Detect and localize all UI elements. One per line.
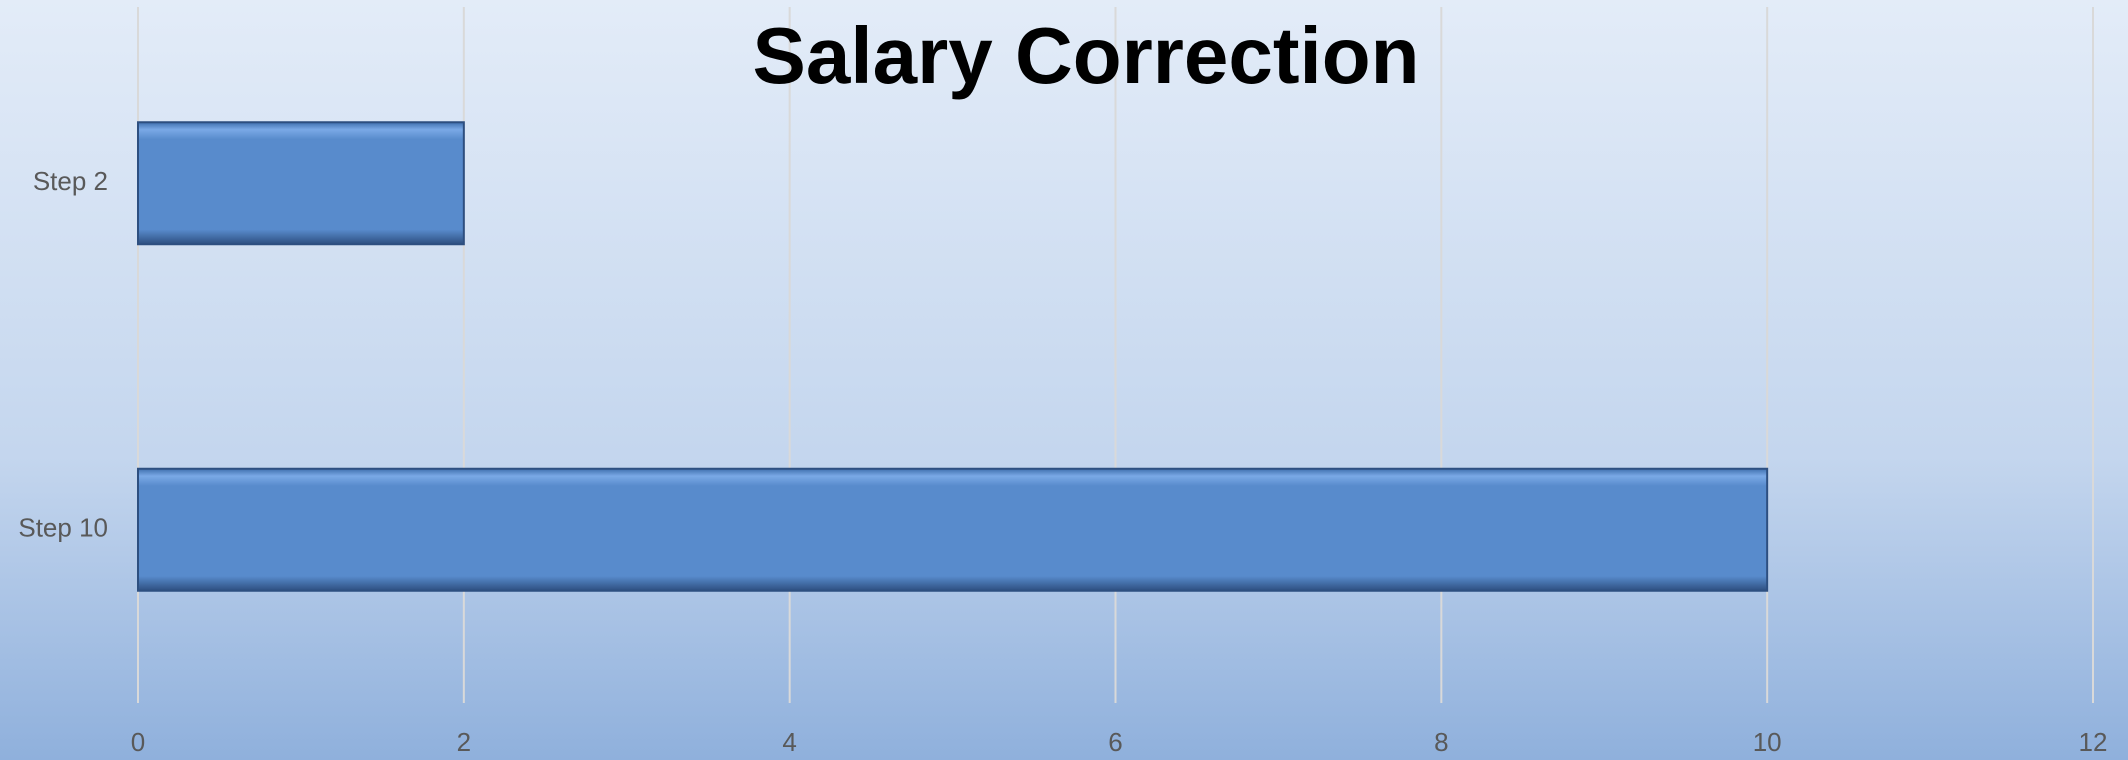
- bar: [137, 121, 465, 246]
- y-tick-label: Step 2: [33, 166, 108, 196]
- x-tick-label: 2: [457, 727, 471, 757]
- x-tick-label: 12: [2079, 727, 2108, 757]
- x-tick-label: 8: [1434, 727, 1448, 757]
- x-tick-label: 6: [1108, 727, 1122, 757]
- x-tick-label: 10: [1753, 727, 1782, 757]
- y-tick-label: Step 10: [18, 513, 108, 543]
- bar: [137, 467, 1769, 592]
- chart-title: Salary Correction: [753, 11, 1420, 100]
- x-tick-label: 0: [131, 727, 145, 757]
- x-tick-label: 4: [782, 727, 796, 757]
